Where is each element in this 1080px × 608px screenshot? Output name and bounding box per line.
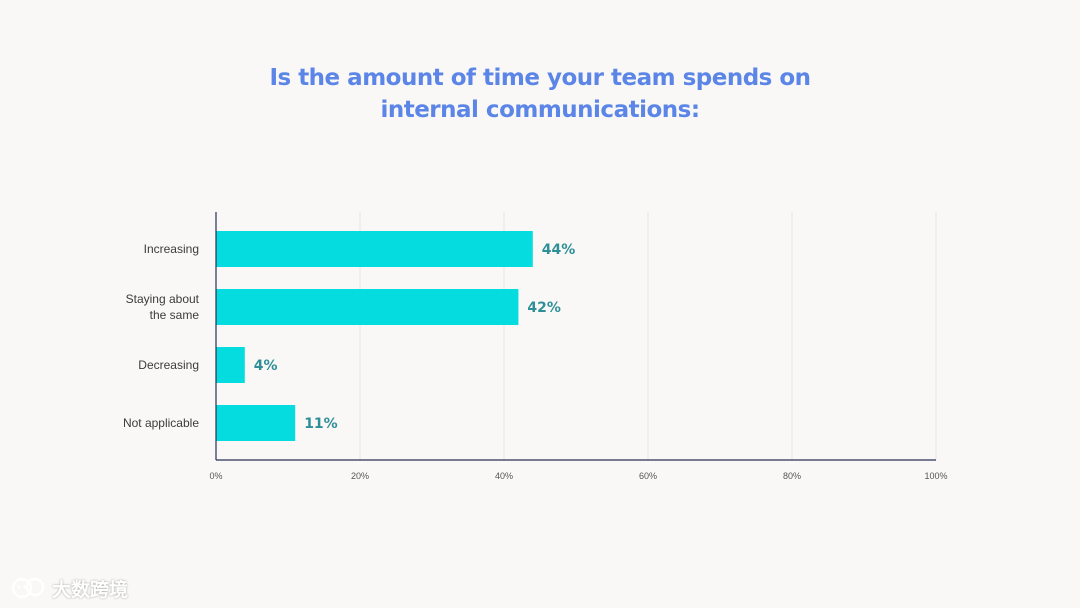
- category-label-2: Decreasing: [138, 358, 199, 372]
- category-label-line: Not applicable: [123, 416, 199, 430]
- x-tick-label-3: 60%: [639, 471, 657, 481]
- data-label-2: 4%: [254, 358, 278, 374]
- x-tick-label-2: 40%: [495, 471, 513, 481]
- category-label-line: Decreasing: [138, 358, 199, 372]
- x-tick-label-1: 20%: [351, 471, 369, 481]
- category-label-line: Increasing: [144, 242, 199, 256]
- category-label-1: Staying about the same: [126, 292, 200, 322]
- chart-title-line-1: Is the amount of time your team spends o…: [269, 65, 811, 91]
- category-label-line: Staying about: [126, 292, 200, 306]
- watermark-text: 大数跨境: [52, 578, 129, 601]
- x-tick-label-0: 0%: [209, 471, 222, 481]
- data-label-3: 11%: [304, 416, 338, 432]
- x-tick-label-5: 100%: [924, 471, 947, 481]
- chart-title-line-2: internal communications:: [380, 97, 700, 123]
- data-label-1: 42%: [527, 300, 561, 316]
- x-tick-label-4: 80%: [783, 471, 801, 481]
- wechat-logo-icon: [11, 577, 45, 599]
- data-label-0: 44%: [542, 242, 576, 258]
- bar-1: [216, 289, 519, 325]
- chart-title: Is the amount of time your team spends o…: [140, 62, 940, 126]
- category-label-0: Increasing: [144, 242, 199, 256]
- bar-3: [216, 405, 296, 441]
- category-label-line: the same: [150, 308, 200, 322]
- bar-0: [216, 231, 533, 267]
- category-label-3: Not applicable: [123, 416, 199, 430]
- watermark: 大数跨境: [10, 574, 128, 602]
- bar-2: [216, 347, 245, 383]
